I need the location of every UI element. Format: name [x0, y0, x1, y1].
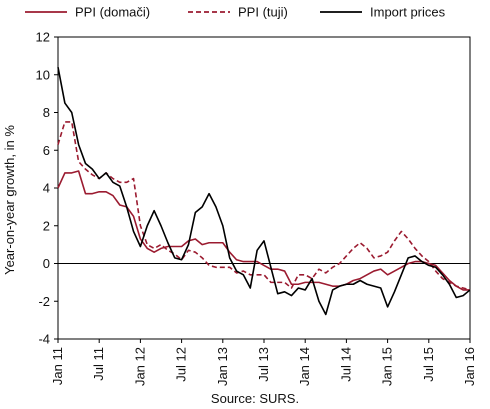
y-tick-label: 0: [43, 256, 50, 271]
y-tick-label: -4: [38, 332, 50, 347]
series-lines-group: [57, 67, 471, 316]
x-tick-label: Jan 14: [297, 347, 312, 386]
y-tick-label: 10: [36, 67, 50, 82]
legend-label-2: PPI (tuji): [238, 5, 288, 20]
y-tick-label: 8: [43, 105, 50, 120]
axes-group: -4 -2 0 2 4 6 8 10 12 Jan 11 Jul 11 Jan 12 Jul 12 Jan…: [36, 30, 477, 387]
x-tick-label: Jul 14: [338, 347, 353, 382]
x-tick-label: Jul 12: [174, 347, 189, 382]
series-line-2: [57, 121, 471, 291]
x-tick-label: Jul 13: [256, 347, 271, 382]
y-tick-label: 2: [43, 218, 50, 233]
y-tick-label: 4: [43, 181, 50, 196]
legend: PPI (domači) PPI (tuji) Import prices: [25, 5, 446, 20]
y-tick-label: 6: [43, 143, 50, 158]
x-tick-label: Jan 15: [380, 347, 395, 386]
x-tick-label: Jan 13: [215, 347, 230, 386]
series-line-3: [57, 67, 471, 316]
x-tick-label: Jan 11: [50, 347, 65, 385]
x-tick-label: Jul 11: [91, 347, 106, 381]
legend-label-3: Import prices: [370, 5, 446, 20]
x-tick-label: Jan 16: [462, 347, 477, 386]
source-note: Source: SURS.: [211, 391, 299, 406]
y-tick-label: -2: [38, 294, 50, 309]
series-line-1: [57, 170, 470, 291]
x-tick-label: Jan 12: [132, 347, 147, 386]
y-axis-label: Year-on-year growth, in %: [2, 125, 17, 275]
x-tick-label: Jul 15: [421, 347, 436, 382]
legend-label-1: PPI (domači): [75, 5, 150, 20]
y-tick-label: 12: [36, 30, 50, 45]
